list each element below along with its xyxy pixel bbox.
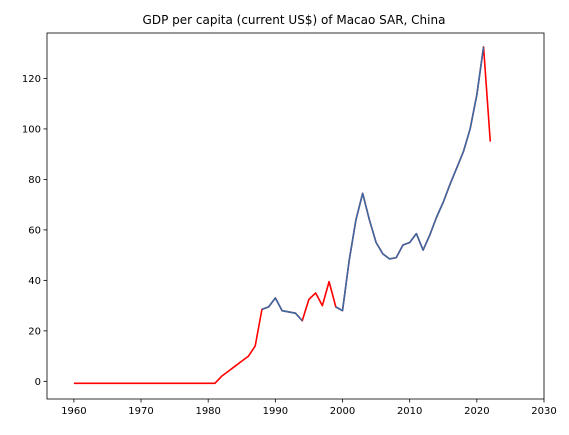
series-0-line (73, 46, 492, 385)
x-tick-label: 1980 (195, 406, 220, 417)
y-tick-label: 80 (28, 175, 41, 186)
y-tick-label: 20 (28, 326, 41, 337)
x-tick-label: 1990 (263, 406, 288, 417)
x-tick-label: 2020 (464, 406, 489, 417)
series-1-line-0 (261, 297, 303, 322)
x-tick-label: 1960 (61, 406, 86, 417)
x-tick-label: 2030 (531, 406, 556, 417)
y-tick-label: 100 (22, 124, 41, 135)
x-tick-label: 2000 (330, 406, 355, 417)
plot-area (73, 46, 492, 385)
x-tick-label: 1970 (128, 406, 153, 417)
y-tick-label: 120 (22, 74, 41, 85)
series-1-line-1 (335, 46, 485, 312)
y-tick-label: 40 (28, 276, 41, 287)
axes: 1960 1970 1980 1990 2000 2010 2020 2030 0 20 40 60 8… (22, 32, 557, 417)
x-tick-label: 2010 (397, 406, 422, 417)
y-tick-label: 0 (35, 377, 41, 388)
y-tick-label: 60 (28, 225, 41, 236)
chart-title: GDP per capita (current US$) of Macao SA… (143, 13, 446, 27)
plot-frame (46, 32, 545, 400)
